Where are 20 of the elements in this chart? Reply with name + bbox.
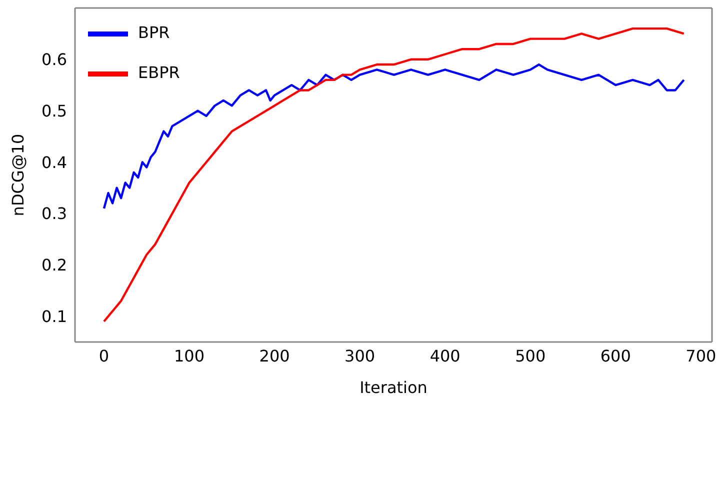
y-axis-title: nDCG@10 xyxy=(8,134,28,216)
x-tick-label: 300 xyxy=(344,346,376,366)
x-tick-label: 0 xyxy=(98,346,110,366)
y-tick-label: 0.2 xyxy=(42,256,67,275)
legend-label: BPR xyxy=(138,23,170,42)
x-tick-label: 700 xyxy=(686,346,716,366)
x-tick-label: 600 xyxy=(600,346,631,366)
y-tick-label: 0.1 xyxy=(42,306,67,326)
x-tick-label: 400 xyxy=(430,346,460,366)
line-series xyxy=(102,63,685,210)
line-series xyxy=(102,27,685,323)
y-tick-label: 0.5 xyxy=(42,101,67,120)
y-tick-label: 0.4 xyxy=(42,152,67,172)
y-tick-label: 0.6 xyxy=(42,50,67,70)
x-tick-label: 200 xyxy=(259,346,290,366)
legend-label: EBPR xyxy=(138,63,180,82)
x-axis-title: Iteration xyxy=(360,378,428,397)
x-tick-label: 100 xyxy=(174,346,205,366)
y-tick-label: 0.3 xyxy=(42,204,67,224)
x-tick-label: 500 xyxy=(515,346,546,366)
